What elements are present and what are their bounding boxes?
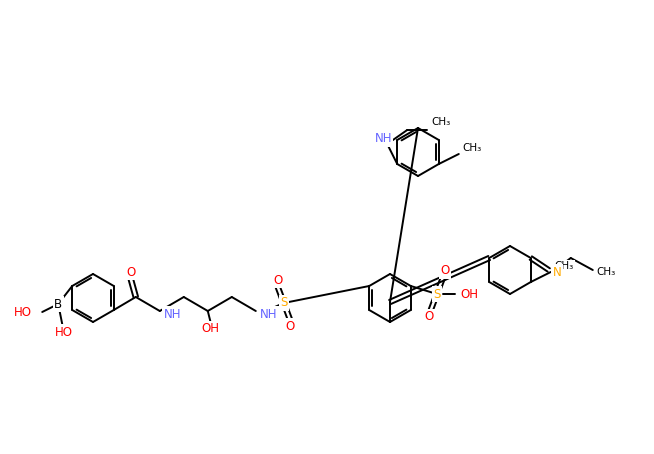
Text: OH: OH xyxy=(202,322,220,336)
Text: HO: HO xyxy=(14,306,32,319)
Text: CH₃: CH₃ xyxy=(555,261,574,271)
Text: S: S xyxy=(280,296,288,310)
Text: NH: NH xyxy=(260,307,277,321)
Text: CH₃: CH₃ xyxy=(463,143,482,153)
Text: CH₃: CH₃ xyxy=(597,267,616,277)
Text: N: N xyxy=(553,266,562,278)
Text: OH: OH xyxy=(461,287,479,301)
Text: B: B xyxy=(54,297,62,311)
Text: O: O xyxy=(273,273,283,286)
Text: NH: NH xyxy=(164,307,181,321)
Text: S: S xyxy=(433,287,441,301)
Text: HO: HO xyxy=(55,326,73,339)
Text: CH₃: CH₃ xyxy=(431,117,451,127)
Text: O: O xyxy=(424,311,434,324)
Text: O: O xyxy=(440,265,449,277)
Text: O: O xyxy=(285,320,294,332)
Text: NH: NH xyxy=(375,133,392,145)
Text: O: O xyxy=(126,266,135,278)
